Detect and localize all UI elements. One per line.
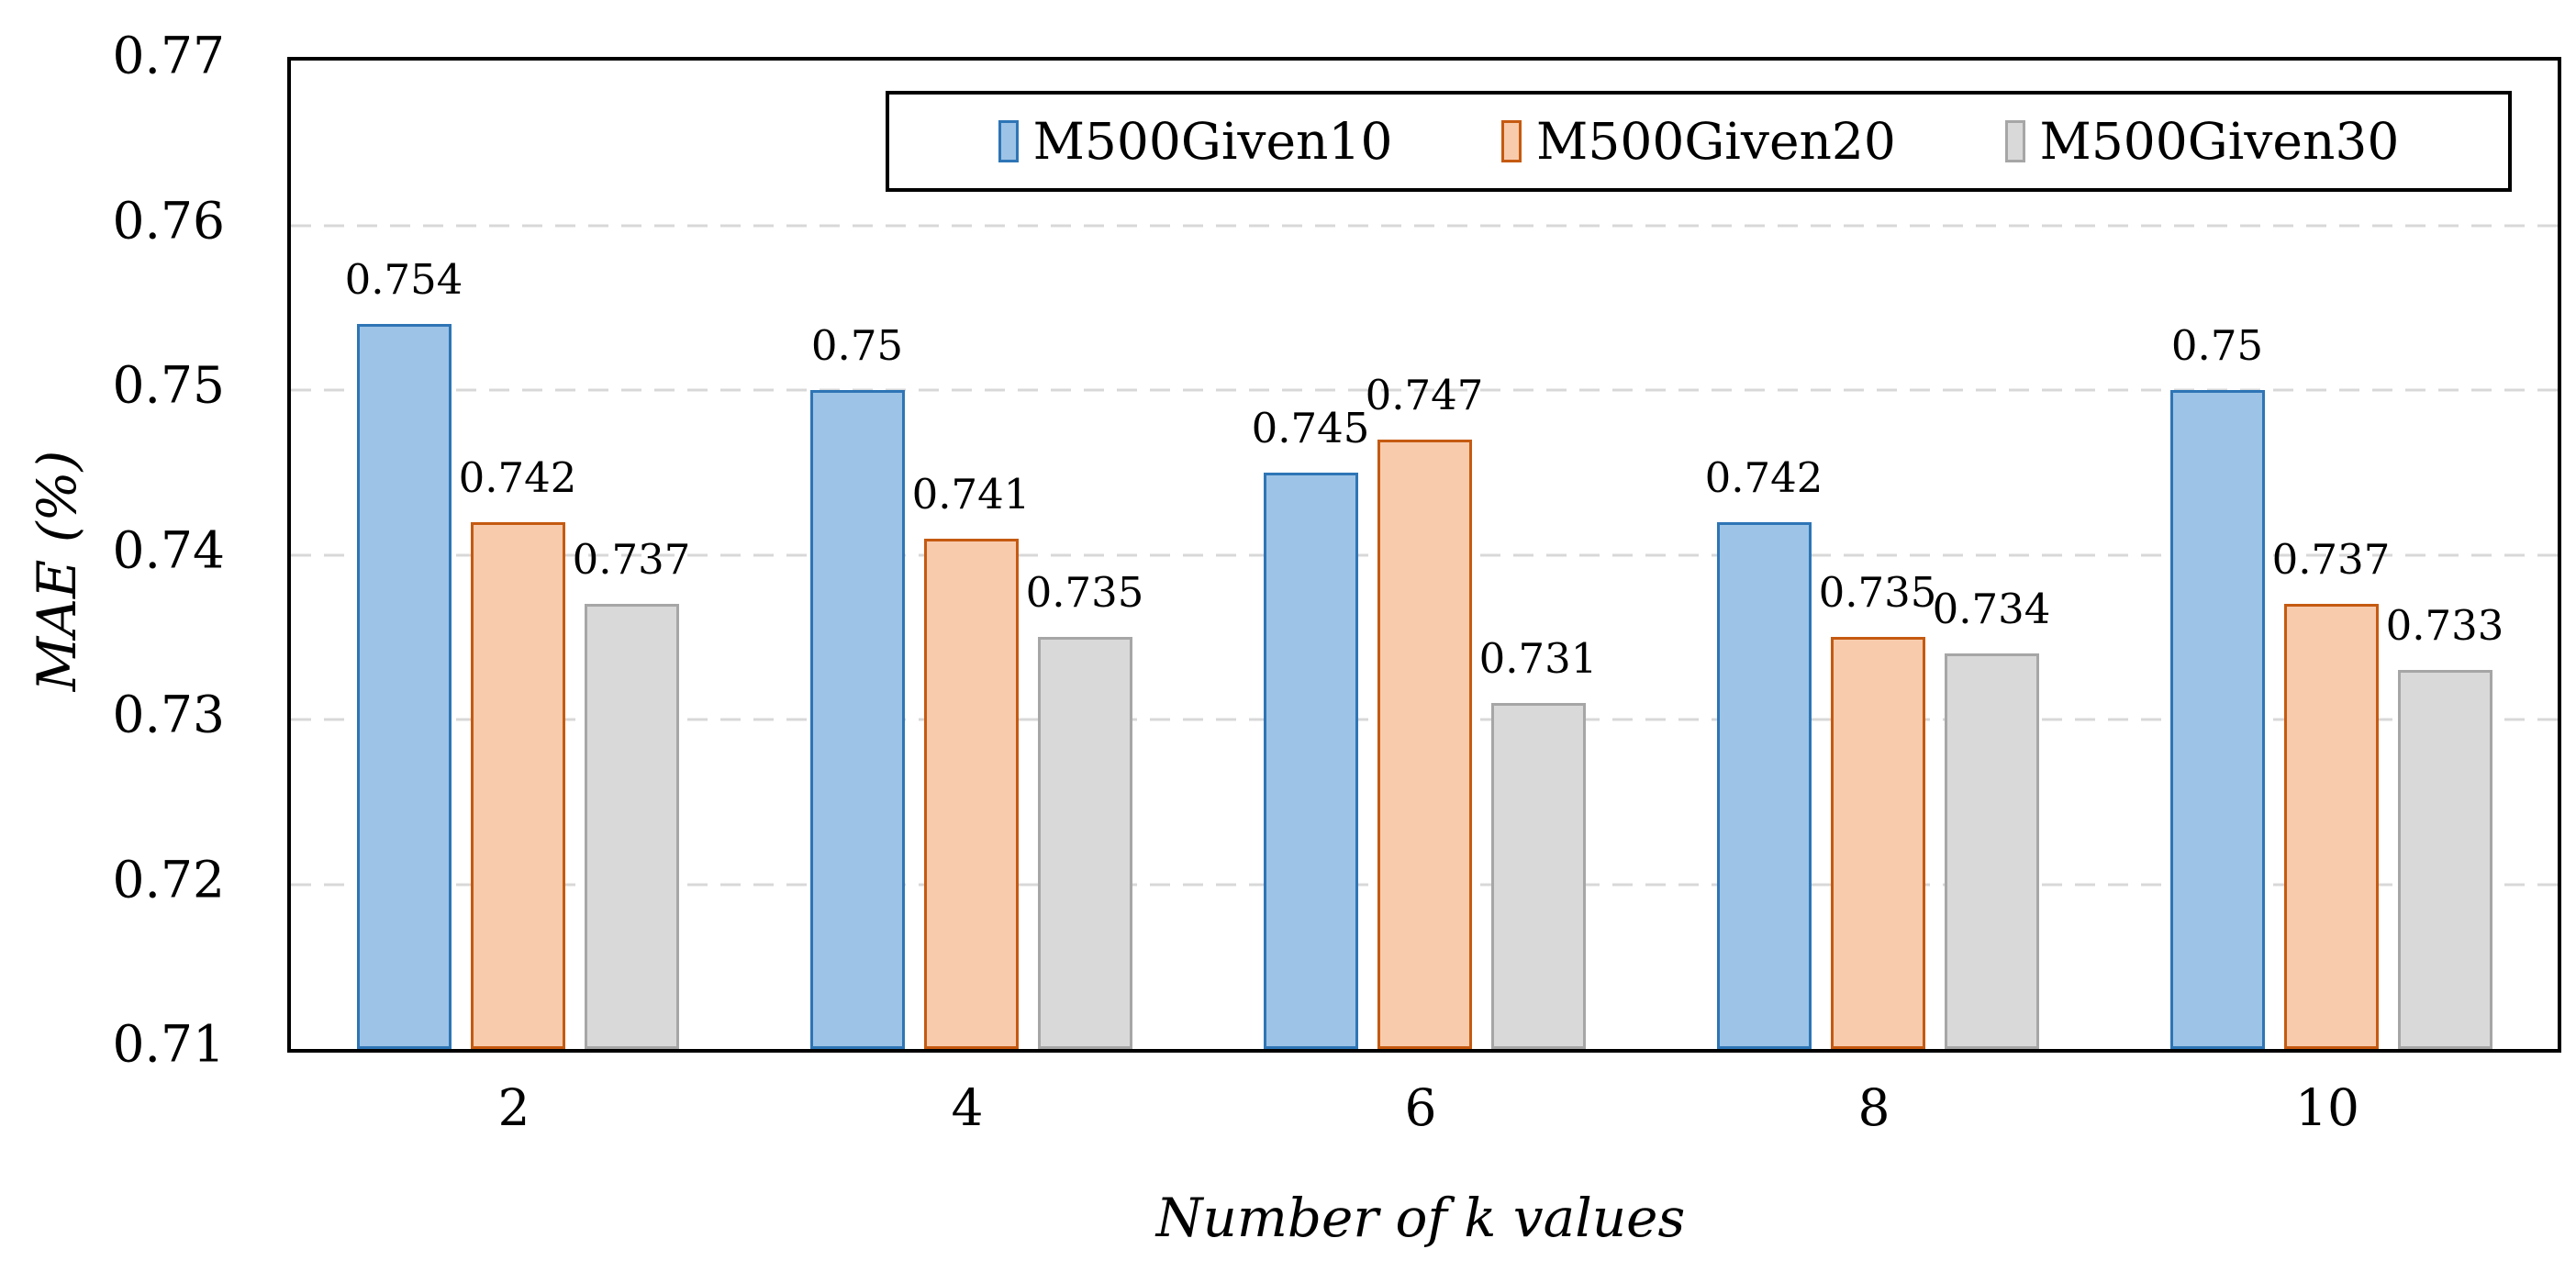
bar-value-label: 0.733 — [2385, 601, 2504, 651]
legend-entry-M500Given10: M500Given10 — [998, 111, 1393, 171]
y-tick-label: 0.76 — [112, 190, 225, 250]
bar-M500Given30-k8 — [1944, 653, 2039, 1049]
bar-value-label: 0.745 — [1251, 403, 1370, 452]
y-tick-label: 0.71 — [112, 1014, 225, 1074]
legend-entry-M500Given30: M500Given30 — [2004, 111, 2400, 171]
x-tick-label: 10 — [2295, 1078, 2359, 1137]
bar-M500Given30-k10 — [2397, 670, 2492, 1049]
legend-label: M500Given30 — [2039, 111, 2400, 171]
bar-M500Given10-k2 — [356, 324, 452, 1049]
bar-value-label: 0.741 — [911, 469, 1031, 519]
bar-M500Given20-k8 — [1830, 637, 1925, 1049]
bar-M500Given20-k6 — [1377, 439, 1472, 1049]
y-tick-label: 0.77 — [112, 26, 225, 85]
y-tick-label: 0.75 — [112, 355, 225, 415]
bar-M500Given20-k10 — [2283, 604, 2379, 1049]
bar-M500Given10-k10 — [2169, 390, 2265, 1049]
bar-value-label: 0.747 — [1365, 370, 1484, 419]
x-tick-label: 2 — [497, 1078, 530, 1137]
bar-M500Given20-k4 — [923, 538, 1019, 1049]
legend-swatch-icon — [1501, 120, 1522, 162]
bar-value-label: 0.734 — [1932, 585, 2051, 634]
y-tick-label: 0.73 — [112, 685, 225, 744]
bar-value-label: 0.737 — [572, 535, 691, 585]
gridline — [291, 224, 2558, 227]
bar-value-label: 0.742 — [458, 452, 577, 502]
bar-value-label: 0.731 — [1478, 634, 1598, 684]
bar-value-label: 0.735 — [1025, 568, 1144, 618]
legend-label: M500Given20 — [1536, 111, 1896, 171]
bar-M500Given30-k4 — [1037, 637, 1132, 1049]
y-tick-label: 0.74 — [112, 519, 225, 579]
bar-M500Given10-k4 — [809, 390, 905, 1049]
bar-M500Given10-k6 — [1263, 472, 1358, 1049]
legend-entry-M500Given20: M500Given20 — [1501, 111, 1896, 171]
plot-area: 0.754 0.742 0.737 0.75 0.741 0.735 0.745 0.747 0… — [287, 57, 2561, 1053]
bar-M500Given20-k2 — [470, 521, 565, 1049]
gridline — [291, 388, 2558, 392]
bar-M500Given10-k8 — [1716, 521, 1812, 1049]
bar-M500Given30-k6 — [1490, 703, 1586, 1049]
x-tick-label: 4 — [951, 1078, 984, 1137]
legend: M500Given10 M500Given20 M500Given30 — [886, 91, 2512, 192]
bar-value-label: 0.737 — [2271, 535, 2391, 585]
x-axis-title: Number of k values — [1155, 1187, 1686, 1249]
bar-value-label: 0.75 — [2170, 321, 2264, 370]
bar-M500Given30-k2 — [584, 604, 679, 1049]
x-tick-label: 8 — [1857, 1078, 1890, 1137]
legend-swatch-icon — [998, 120, 1019, 162]
legend-swatch-icon — [2004, 120, 2025, 162]
bar-value-label: 0.754 — [344, 255, 463, 305]
x-tick-label: 6 — [1404, 1078, 1437, 1137]
legend-label: M500Given10 — [1032, 111, 1393, 171]
bar-value-label: 0.75 — [810, 321, 904, 370]
bar-value-label: 0.742 — [1704, 452, 1823, 502]
y-tick-label: 0.72 — [112, 849, 225, 909]
bar-value-label: 0.735 — [1818, 568, 1937, 618]
